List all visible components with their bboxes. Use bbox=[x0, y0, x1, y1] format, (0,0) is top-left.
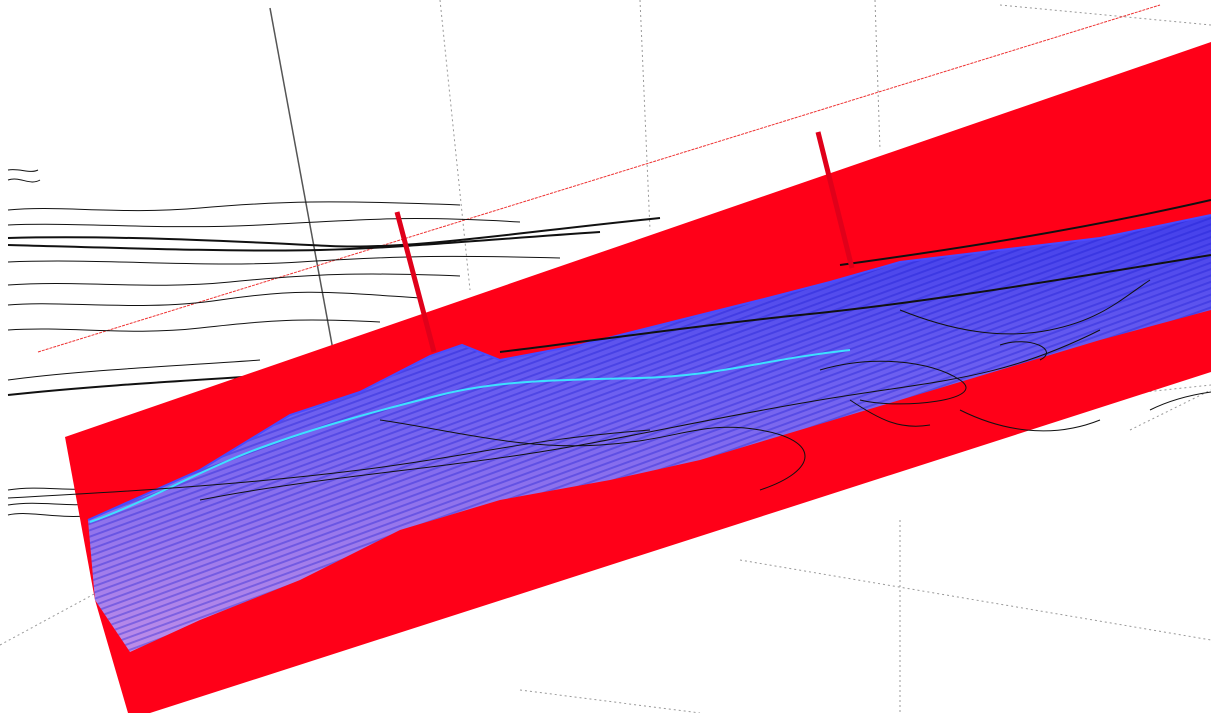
grid-line bbox=[999, 4, 1211, 26]
grid-line bbox=[874, 0, 881, 151]
radargram-layers bbox=[88, 215, 1211, 652]
grid-line bbox=[1129, 389, 1211, 431]
grid-line bbox=[739, 559, 1211, 641]
marker-arrow bbox=[394, 211, 437, 353]
surface-reflector bbox=[87, 214, 1211, 521]
grid-line bbox=[519, 689, 701, 713]
axis-line bbox=[269, 7, 334, 351]
contours-foreground bbox=[7, 199, 1211, 501]
markers bbox=[394, 131, 855, 353]
reference-line bbox=[37, 4, 1161, 353]
grid-line bbox=[639, 0, 651, 231]
picked-horizon bbox=[89, 349, 851, 523]
profile bbox=[87, 214, 1211, 652]
marker-arrow bbox=[815, 131, 855, 269]
grid-line bbox=[439, 0, 471, 291]
